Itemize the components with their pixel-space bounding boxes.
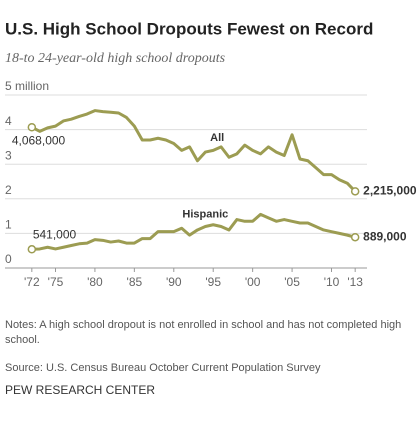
series-label: All [210,132,224,144]
chart-subtitle: 18-to 24-year-old high school dropouts [5,51,226,66]
value-label: 2,215,000 [363,184,417,198]
y-tick-label: 4 [5,114,12,128]
value-label: 541,000 [33,227,77,241]
value-label: 889,000 [363,229,407,243]
y-tick-label: 5 million [5,79,49,93]
end-marker [350,187,360,196]
source: Source: U.S. Census Bureau October Curre… [5,362,321,374]
y-tick-label: 0 [5,252,12,266]
chart-title: U.S. High School Dropouts Fewest on Reco… [5,19,373,38]
x-tick-label: '00 [245,275,261,289]
x-tick-label: '85 [127,275,143,289]
chart: U.S. High School Dropouts Fewest on Reco… [5,19,417,289]
y-tick-label: 1 [5,218,12,232]
end-marker [27,122,37,132]
end-marker [27,245,37,254]
y-tick-label: 3 [5,148,12,162]
x-tick-label: '95 [205,275,221,289]
y-tick-label: 2 [5,183,12,197]
x-tick-label: '75 [48,275,64,289]
credit: PEW RESEARCH CENTER [5,383,156,397]
end-marker [350,232,360,242]
x-tick-label: '05 [284,275,300,289]
notes: Notes: A high school dropout is not enro… [5,319,402,346]
value-label: 4,068,000 [12,133,66,147]
series-line [31,212,356,251]
series-line [31,109,357,193]
x-tick-label: '10 [324,275,340,289]
x-tick-label: '80 [87,275,103,289]
x-tick-label: '90 [166,275,182,289]
x-tick-label: '72 [24,275,40,289]
series-label: Hispanic [182,208,228,220]
x-tick-label: '13 [347,275,363,289]
